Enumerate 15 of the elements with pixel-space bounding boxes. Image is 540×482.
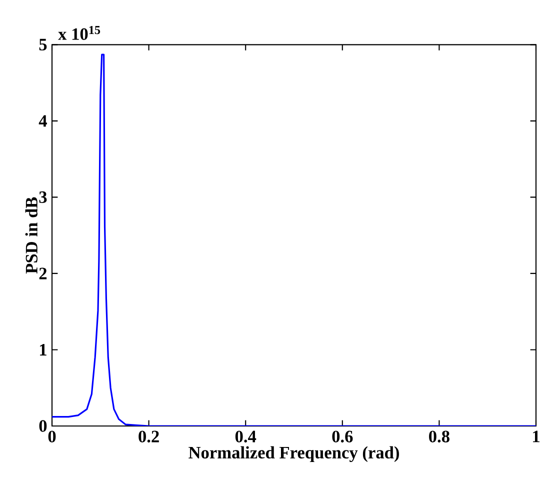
x-tick-label: 0.2 xyxy=(138,430,159,442)
y-tick-label: 3 xyxy=(39,191,47,204)
y-tick-label: 0 xyxy=(39,420,47,432)
x-tick-label: 1 xyxy=(533,430,540,442)
y-axis-title: PSD in dB xyxy=(25,197,38,274)
text: x 10$^{15}$ xyxy=(58,26,100,40)
y-tick-label: 4 xyxy=(38,115,47,127)
x-tick-label: 0.4 xyxy=(235,430,256,442)
x-axis-title: Normalized Frequency (rad) xyxy=(188,446,399,462)
x-tick-label: 0.8 xyxy=(429,430,450,442)
x-tick-label: 0 xyxy=(48,430,56,442)
x-tick-label: 0.6 xyxy=(332,430,353,442)
y-tick-label: 2 xyxy=(39,268,47,280)
y-tick-label: 5 xyxy=(39,38,47,50)
y-tick-label: 1 xyxy=(40,344,46,356)
